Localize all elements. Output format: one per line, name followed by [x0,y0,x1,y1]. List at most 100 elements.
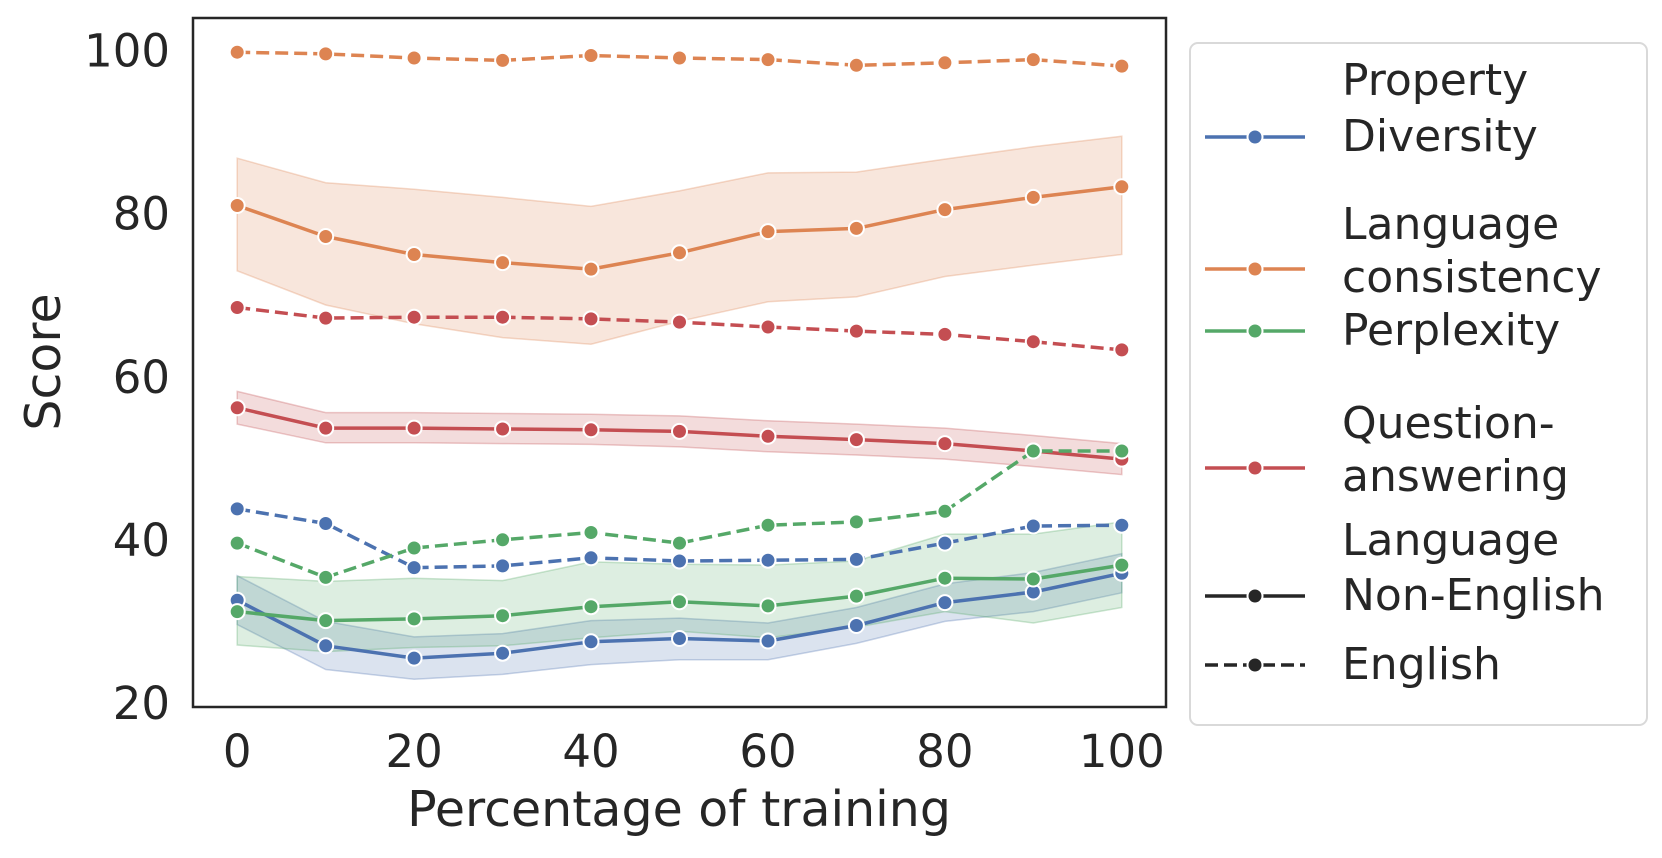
legend-item-question-answering-label: Question- [1342,398,1555,449]
x-tick-label: 0 [223,725,252,778]
point-perplexity-english-80 [936,502,954,520]
point-question-answering-non-english-60 [759,427,777,445]
point-language-consistency-english-20 [405,49,423,67]
point-diversity-english-20 [405,559,423,577]
point-diversity-english-0 [228,500,246,518]
point-perplexity-english-10 [317,568,335,586]
x-tick-label: 100 [1079,725,1165,778]
point-question-answering-non-english-30 [494,420,512,438]
point-perplexity-non-english-10 [317,612,335,630]
point-question-answering-non-english-10 [317,419,335,437]
y-tick-label: 20 [113,677,170,730]
point-question-answering-english-0 [228,299,246,316]
legend-item-perplexity-marker [1246,322,1264,340]
point-language-consistency-non-english-50 [671,244,688,262]
point-question-answering-english-30 [494,308,512,326]
point-diversity-non-english-10 [317,637,335,655]
legend-item-non-english-marker [1246,587,1264,605]
point-question-answering-english-20 [405,308,423,326]
point-diversity-english-90 [1024,517,1042,535]
point-perplexity-non-english-40 [582,598,600,616]
point-language-consistency-english-80 [936,54,954,72]
point-language-consistency-non-english-30 [494,254,512,272]
point-question-answering-english-80 [936,325,954,343]
legend-item-diversity-marker [1246,128,1264,146]
point-diversity-non-english-70 [847,617,865,634]
point-language-consistency-non-english-10 [317,228,335,245]
y-axis-label: Score [15,293,72,430]
point-language-consistency-english-10 [317,45,335,63]
point-question-answering-english-40 [582,310,600,328]
legend-item-question-answering-marker [1246,459,1264,477]
point-question-answering-english-60 [759,318,777,336]
line-perplexity-english [236,449,1122,580]
y-tick-label: 40 [113,514,170,567]
point-perplexity-english-30 [494,531,512,549]
point-perplexity-english-70 [847,513,865,531]
line-diversity-english [236,507,1122,570]
point-question-answering-non-english-80 [936,435,954,453]
point-question-answering-non-english-50 [671,422,688,440]
point-diversity-english-60 [759,551,777,569]
point-language-consistency-english-100 [1113,57,1131,75]
legend-item-non-english-label: Non-English [1342,570,1604,621]
point-question-answering-non-english-0 [228,399,246,417]
point-diversity-english-80 [936,534,954,552]
x-tick-label: 40 [562,725,619,778]
y-tick-label: 60 [113,351,170,404]
band-diversity-non-english [236,552,1123,681]
y-axis-ticks: 20 40 60 80 100 [84,25,170,730]
point-diversity-english-30 [494,557,512,575]
y-tick-label: 100 [84,25,170,78]
legend-language-header: Language [1342,515,1559,566]
legend-entries: DiversityLanguageconsistencyPerplexityQu… [1205,111,1604,690]
point-language-consistency-english-60 [759,51,777,69]
legend-box [1189,42,1648,726]
point-diversity-non-english-30 [494,644,512,662]
point-diversity-english-10 [317,515,335,532]
legend-item-question-answering-label: answering [1342,451,1569,502]
point-question-answering-english-90 [1024,333,1042,351]
point-language-consistency-english-40 [582,47,600,64]
point-language-consistency-non-english-80 [936,201,954,219]
point-perplexity-non-english-50 [671,593,688,611]
point-diversity-non-english-80 [936,594,954,612]
x-tick-label: 80 [916,725,973,778]
y-tick-label: 80 [113,188,170,241]
point-diversity-english-40 [582,549,600,567]
point-perplexity-english-40 [582,524,600,541]
point-diversity-non-english-60 [759,632,777,650]
point-question-answering-english-70 [847,322,865,340]
band-language-consistency-non-english [236,135,1123,345]
point-diversity-non-english-20 [405,649,423,667]
point-language-consistency-non-english-70 [847,219,865,237]
point-language-consistency-english-30 [494,51,512,69]
point-question-answering-non-english-20 [405,419,423,437]
legend-item-english-marker [1246,656,1264,674]
point-question-answering-english-100 [1113,341,1131,359]
band-perplexity-non-english [236,521,1123,653]
point-language-consistency-non-english-0 [228,197,246,214]
point-perplexity-non-english-80 [936,569,954,587]
point-language-consistency-non-english-90 [1024,188,1042,206]
point-perplexity-non-english-0 [228,603,246,621]
legend-item-diversity-label: Diversity [1342,111,1538,162]
point-perplexity-english-20 [405,539,423,557]
point-diversity-english-70 [847,550,865,568]
legend-item-language-consistency-marker [1246,260,1264,278]
point-perplexity-english-50 [671,534,688,552]
legend-item-english-label: English [1342,639,1501,690]
point-diversity-english-50 [671,552,688,570]
point-perplexity-non-english-20 [405,610,423,628]
x-tick-label: 60 [739,725,796,778]
point-question-answering-english-50 [671,313,688,331]
point-language-consistency-english-90 [1024,51,1042,69]
point-language-consistency-english-70 [847,56,865,74]
point-perplexity-non-english-70 [847,587,865,605]
point-perplexity-non-english-90 [1024,570,1042,588]
point-perplexity-english-60 [759,516,777,534]
point-language-consistency-non-english-20 [405,246,423,263]
point-question-answering-non-english-40 [582,421,600,439]
legend-item-language-consistency-label: consistency [1342,252,1602,303]
